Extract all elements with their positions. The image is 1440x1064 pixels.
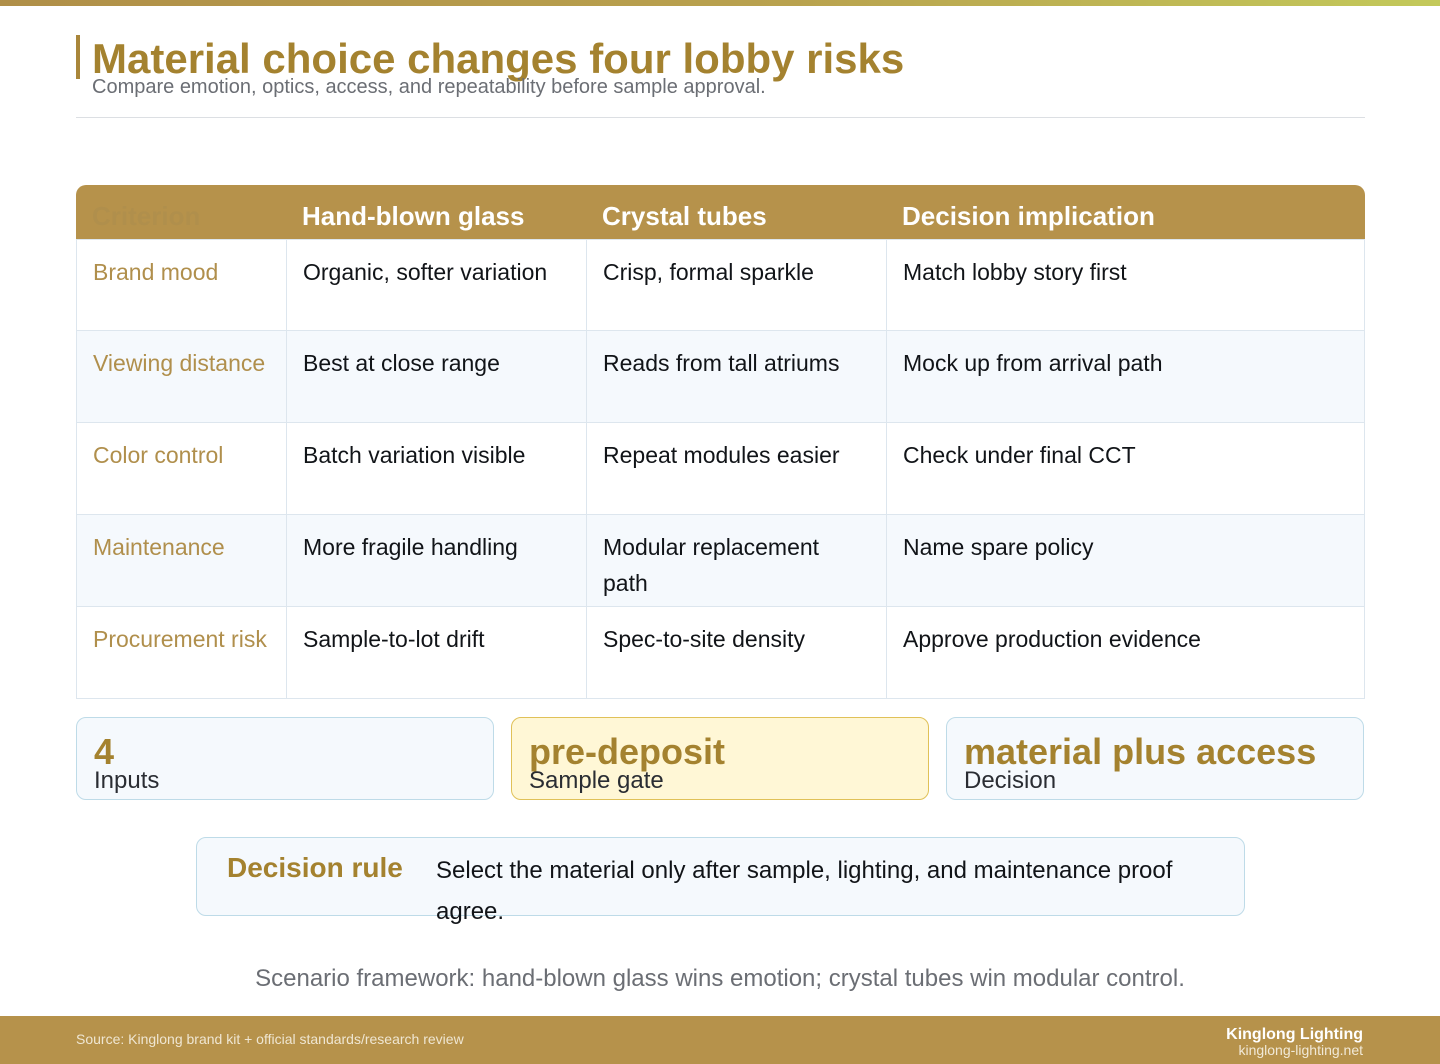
table-cell: More fragile handling xyxy=(287,515,587,606)
decision-rule-box: Decision rule Select the material only a… xyxy=(196,837,1245,925)
kpi-label: Inputs xyxy=(94,767,160,794)
decision-rule-title: Decision rule xyxy=(227,852,403,883)
table-row: Viewing distance Best at close range Rea… xyxy=(76,331,1365,423)
scenario-framework-note: Scenario framework: hand-blown glass win… xyxy=(255,965,1185,992)
decision-rule-text: Select the material only after sample, l… xyxy=(436,857,1173,925)
table-row: Maintenance More fragile handling Modula… xyxy=(76,515,1365,607)
table-cell: Spec-to-site density xyxy=(587,607,887,698)
table-cell: Repeat modules easier xyxy=(587,423,887,514)
kpi-card-decision: material plus access Decision xyxy=(946,717,1364,800)
page-title: Material choice changes four lobby risks xyxy=(92,35,905,82)
table-cell: Batch variation visible xyxy=(287,423,587,514)
title-accent-bar xyxy=(76,35,80,79)
table-cell: Reads from tall atriums xyxy=(587,331,887,422)
table-row: Procurement risk Sample-to-lot drift Spe… xyxy=(76,607,1365,699)
column-header-decision-implication: Decision implication xyxy=(902,201,1155,231)
brand-website: kinglong-lighting.net xyxy=(1238,1042,1363,1058)
table-header-row: Criterion Hand-blown glass Crystal tubes… xyxy=(76,185,1365,239)
column-header-hand-blown-glass: Hand-blown glass xyxy=(302,201,525,231)
kpi-value: 4 xyxy=(94,731,115,772)
table-cell: Mock up from arrival path xyxy=(903,350,1163,376)
table-row: Color control Batch variation visible Re… xyxy=(76,423,1365,515)
table-cell: Match lobby story first xyxy=(903,259,1127,285)
kpi-label: Decision xyxy=(964,767,1057,794)
column-header-criterion: Criterion xyxy=(92,201,201,231)
brand-name: Kinglong Lighting xyxy=(1226,1026,1363,1043)
criterion-cell: Color control xyxy=(77,423,287,514)
criterion-cell: Maintenance xyxy=(77,515,287,606)
comparison-table: Criterion Hand-blown glass Crystal tubes… xyxy=(76,185,1365,699)
table-cell: Name spare policy xyxy=(903,534,1094,560)
top-accent-bar xyxy=(0,0,1440,6)
table-cell: Organic, softer variation xyxy=(287,240,587,330)
criterion-cell: Viewing distance xyxy=(77,331,287,422)
page-subtitle: Compare emotion, optics, access, and rep… xyxy=(92,76,766,98)
table-cell: Modular replacement path xyxy=(587,515,887,606)
column-header-crystal-tubes: Crystal tubes xyxy=(602,201,767,231)
kpi-card-inputs: 4 Inputs xyxy=(76,717,494,800)
kpi-value: material plus access xyxy=(964,731,1317,772)
footer-bar: Source: Kinglong brand kit + official st… xyxy=(0,1016,1440,1064)
header-divider xyxy=(76,117,1365,118)
kpi-label: Sample gate xyxy=(529,767,664,794)
table-cell: Approve production evidence xyxy=(903,626,1201,652)
table-cell: Sample-to-lot drift xyxy=(287,607,587,698)
source-note: Source: Kinglong brand kit + official st… xyxy=(76,1031,464,1047)
table-cell: Crisp, formal sparkle xyxy=(587,240,887,330)
table-cell: Best at close range xyxy=(287,331,587,422)
criterion-cell: Brand mood xyxy=(77,240,287,330)
kpi-card-sample-gate: pre-deposit Sample gate xyxy=(511,717,929,800)
table-row: Brand mood Organic, softer variation Cri… xyxy=(76,239,1365,331)
table-cell: Check under final CCT xyxy=(903,442,1136,468)
kpi-value: pre-deposit xyxy=(529,731,726,772)
criterion-cell: Procurement risk xyxy=(77,607,287,698)
